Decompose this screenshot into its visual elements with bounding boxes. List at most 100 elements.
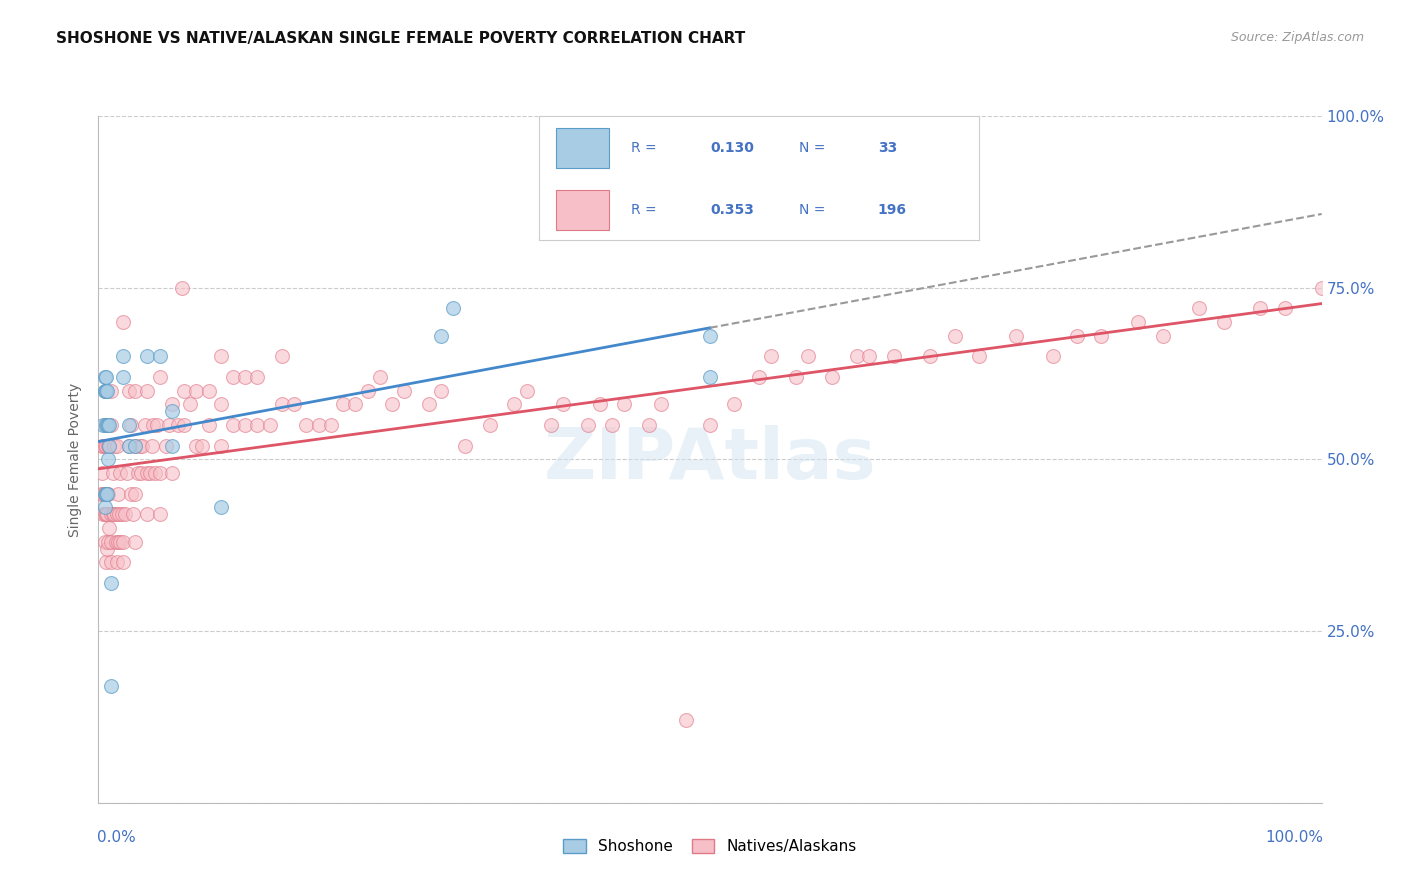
Point [1066, 328, 1088, 343]
Text: Source: ZipAtlas.com: Source: ZipAtlas.com [1230, 31, 1364, 45]
Legend: Shoshone, Natives/Alaskans: Shoshone, Natives/Alaskans [557, 833, 863, 861]
Point [1128, 315, 1150, 329]
Point [111, 508, 134, 522]
Point [129, 439, 152, 453]
Point [97, 439, 120, 453]
Point [1152, 328, 1174, 343]
Point [270, 397, 294, 411]
Point [785, 370, 807, 384]
Point [246, 370, 269, 384]
Point [107, 534, 129, 549]
Point [100, 576, 122, 591]
Point [94, 384, 117, 398]
Point [96, 508, 118, 522]
Point [93, 417, 115, 433]
Point [368, 370, 391, 384]
Point [186, 439, 208, 453]
Point [94, 370, 117, 384]
Point [515, 384, 537, 398]
Text: 100.0%: 100.0% [1265, 830, 1323, 846]
Point [1310, 281, 1333, 295]
Point [1090, 328, 1112, 343]
Point [100, 384, 122, 398]
Point [160, 404, 183, 418]
Point [98, 439, 121, 453]
Point [111, 555, 134, 570]
Point [131, 439, 153, 453]
Point [100, 534, 122, 549]
Point [98, 521, 121, 535]
Point [101, 508, 124, 522]
Point [319, 417, 342, 433]
Point [94, 555, 117, 570]
Text: 0.0%: 0.0% [97, 830, 136, 846]
Point [553, 397, 575, 411]
Point [191, 439, 214, 453]
Point [332, 397, 354, 411]
Point [97, 534, 120, 549]
Point [91, 439, 114, 453]
Point [723, 397, 745, 411]
Point [118, 384, 141, 398]
Point [503, 397, 526, 411]
Point [141, 439, 163, 453]
Point [392, 384, 416, 398]
Point [120, 487, 142, 501]
Point [167, 417, 190, 433]
Point [96, 541, 118, 556]
Point [149, 466, 172, 480]
Point [883, 350, 905, 364]
Point [93, 384, 115, 398]
Point [101, 466, 124, 480]
Point [124, 534, 146, 549]
Point [93, 487, 115, 501]
Point [699, 417, 721, 433]
Point [94, 487, 117, 501]
Point [120, 417, 142, 433]
Point [103, 439, 125, 453]
Point [104, 534, 127, 549]
Point [259, 417, 281, 433]
Point [576, 417, 599, 433]
Point [96, 417, 118, 433]
Point [142, 417, 165, 433]
Point [110, 466, 132, 480]
Point [1004, 328, 1026, 343]
Point [149, 370, 172, 384]
Point [94, 439, 117, 453]
Point [748, 370, 770, 384]
Point [233, 417, 256, 433]
Point [100, 555, 122, 570]
Point [173, 417, 195, 433]
Point [90, 487, 112, 501]
Point [295, 417, 318, 433]
Point [118, 439, 141, 453]
Point [197, 417, 219, 433]
Point [222, 417, 245, 433]
Point [381, 397, 404, 411]
Point [108, 508, 131, 522]
Point [270, 350, 294, 364]
Point [96, 487, 118, 501]
Point [967, 350, 990, 364]
Point [136, 350, 159, 364]
Point [160, 439, 183, 453]
Point [136, 508, 159, 522]
Point [441, 301, 464, 316]
Point [91, 417, 114, 433]
Point [105, 508, 128, 522]
Point [93, 508, 115, 522]
Point [209, 397, 232, 411]
Point [118, 439, 141, 453]
Point [139, 466, 162, 480]
Point [111, 534, 134, 549]
Point [136, 384, 159, 398]
Point [146, 417, 169, 433]
Point [797, 350, 820, 364]
Point [100, 417, 122, 433]
Point [920, 350, 942, 364]
Point [173, 384, 195, 398]
Point [209, 350, 232, 364]
Point [94, 508, 117, 522]
Point [127, 466, 149, 480]
